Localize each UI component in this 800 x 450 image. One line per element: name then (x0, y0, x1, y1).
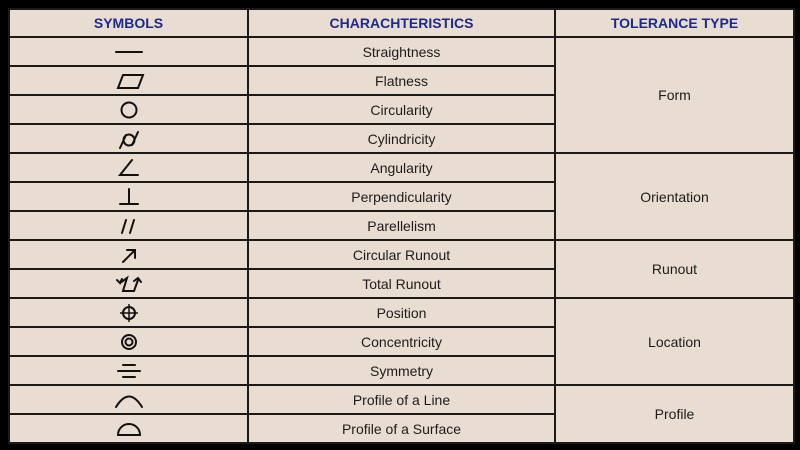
flatness-icon (116, 73, 144, 89)
symbol-cell (8, 413, 249, 444)
characteristic-cell: Circular Runout (247, 239, 556, 270)
table-row: Angularity Orientation (8, 152, 795, 241)
symbol-cell (8, 326, 249, 357)
symbol-cell (8, 355, 249, 386)
characteristic-cell: Concentricity (247, 326, 556, 357)
table-row: Circular Runout Runout (8, 239, 795, 299)
header-tolerance-type: TOLERANCE TYPE (554, 8, 795, 38)
symbol-cell (8, 384, 249, 415)
table-row: Total Runout (8, 268, 794, 299)
table-row: Perpendicularity (8, 181, 794, 212)
symbol-cell (8, 123, 249, 154)
table-row: Profile of a Line Profile (8, 384, 795, 444)
symbol-cell (8, 181, 249, 212)
symmetry-icon (116, 363, 141, 378)
table-row: Profile of a Surface (8, 413, 794, 444)
gdt-symbols-table: SYMBOLS CHARACHTERISTICS TOLERANCE TYPE … (8, 8, 795, 444)
characteristic-cell: Total Runout (247, 268, 556, 299)
table-row: Straightness Form (8, 36, 795, 154)
angularity-icon (117, 158, 139, 176)
characteristic-cell: Perpendicularity (247, 181, 556, 212)
circular-runout-icon (121, 248, 136, 263)
table-row: Concentricity (8, 326, 794, 357)
symbol-cell (8, 94, 249, 125)
symbol-cell (8, 36, 249, 67)
perpendicularity-icon (118, 187, 139, 205)
characteristic-cell: Profile of a Line (247, 384, 556, 415)
straightness-icon (114, 50, 143, 53)
characteristic-cell: Profile of a Surface (247, 413, 556, 444)
parallelism-icon (120, 218, 135, 234)
table-row: Symmetry (8, 355, 794, 386)
cylindricity-icon (118, 130, 139, 149)
symbol-cell (8, 210, 249, 241)
header-symbols: SYMBOLS (8, 8, 249, 38)
profile-line-icon (114, 395, 143, 408)
table-row: Flatness (8, 65, 794, 96)
tolerance-type-cell: Runout (554, 239, 795, 299)
characteristic-cell: Symmetry (247, 355, 556, 386)
characteristic-cell: Cylindricity (247, 123, 556, 154)
symbol-cell (8, 152, 249, 183)
circularity-icon (120, 101, 137, 118)
symbol-cell (8, 297, 249, 328)
tolerance-type-cell: Location (554, 297, 795, 386)
header-row: SYMBOLS CHARACHTERISTICS TOLERANCE TYPE (8, 8, 795, 38)
characteristic-cell: Position (247, 297, 556, 328)
tolerance-type-cell: Form (554, 36, 795, 154)
table-row: Circularity (8, 94, 794, 125)
table-row: Position Location (8, 297, 795, 386)
symbol-cell (8, 239, 249, 270)
total-runout-icon (115, 274, 142, 292)
tolerance-type-cell: Profile (554, 384, 795, 444)
symbol-cell (8, 268, 249, 299)
concentricity-icon (120, 333, 137, 350)
characteristic-cell: Parellelism (247, 210, 556, 241)
characteristic-cell: Flatness (247, 65, 556, 96)
header-characteristics: CHARACHTERISTICS (247, 8, 556, 38)
characteristic-cell: Straightness (247, 36, 556, 67)
position-icon (119, 303, 138, 322)
table-row: Cylindricity (8, 123, 794, 154)
characteristic-cell: Circularity (247, 94, 556, 125)
tolerance-type-cell: Orientation (554, 152, 795, 241)
characteristic-cell: Angularity (247, 152, 556, 183)
table-row: Parellelism (8, 210, 794, 241)
symbol-cell (8, 65, 249, 96)
profile-surface-icon (116, 422, 141, 436)
